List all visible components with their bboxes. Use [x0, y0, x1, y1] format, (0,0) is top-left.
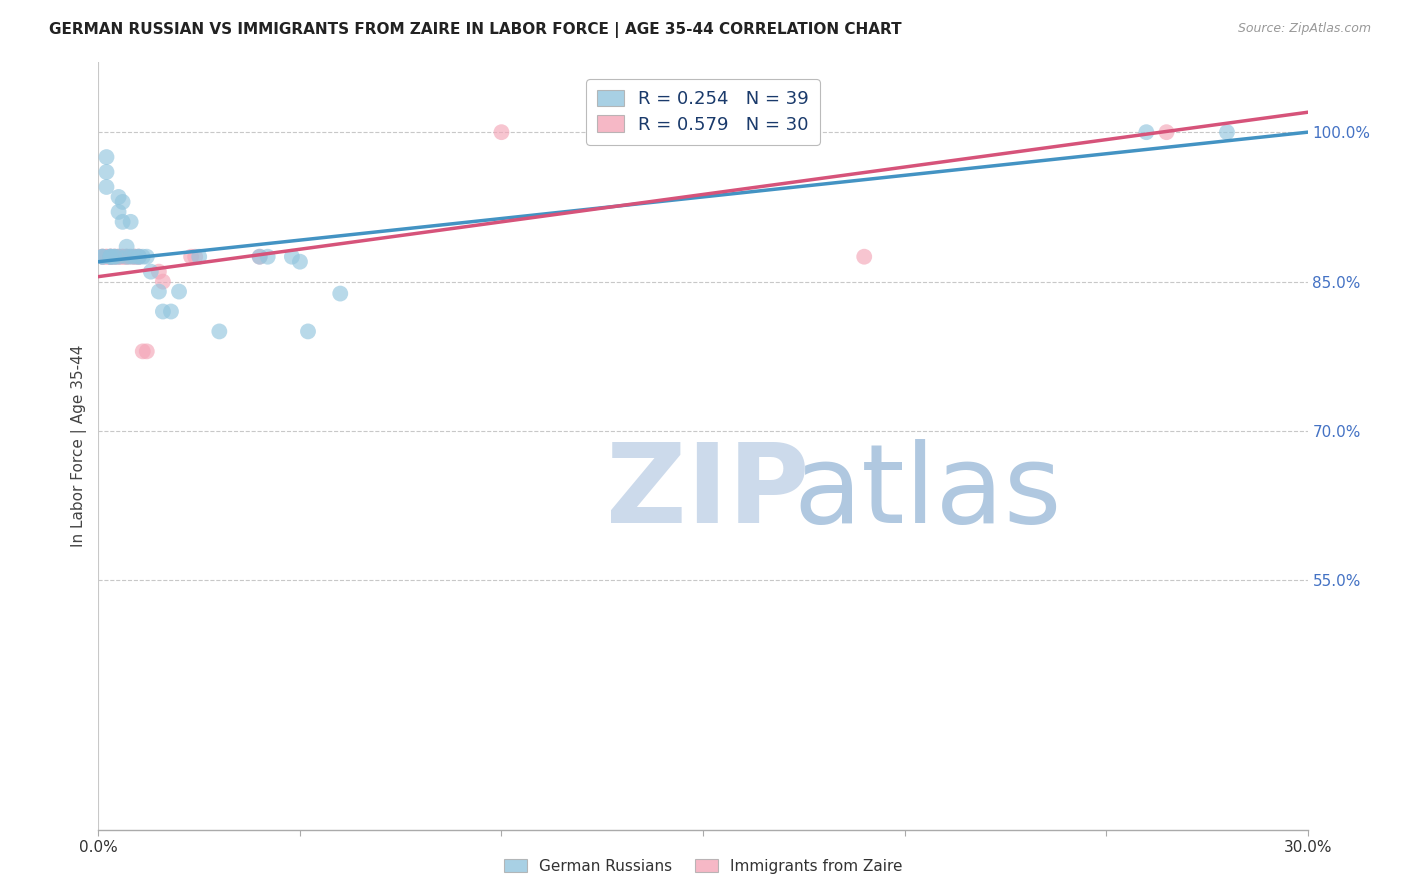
Point: [111, 250, 134, 264]
Point: [91, 250, 114, 264]
Point: [100, 250, 122, 264]
Point: [111, 215, 134, 229]
Point: [256, 250, 278, 264]
Point: [135, 250, 157, 264]
Point: [120, 250, 142, 264]
Point: [96, 250, 118, 264]
Point: [139, 265, 162, 279]
Legend: R = 0.254   N = 39, R = 0.579   N = 30: R = 0.254 N = 39, R = 0.579 N = 30: [586, 79, 820, 145]
Text: atlas: atlas: [793, 439, 1062, 546]
Point: [115, 250, 138, 264]
Point: [135, 344, 157, 359]
Point: [124, 250, 146, 264]
Point: [491, 125, 513, 139]
Point: [91, 250, 114, 264]
Point: [249, 250, 271, 264]
Text: Source: ZipAtlas.com: Source: ZipAtlas.com: [1237, 22, 1371, 36]
Point: [103, 250, 125, 264]
Point: [208, 325, 231, 339]
Point: [152, 275, 174, 289]
Point: [128, 250, 150, 264]
Point: [160, 304, 183, 318]
Point: [128, 250, 150, 264]
Point: [107, 190, 129, 204]
Point: [100, 250, 122, 264]
Point: [128, 250, 150, 264]
Point: [329, 286, 352, 301]
Point: [96, 250, 118, 264]
Point: [281, 250, 304, 264]
Y-axis label: In Labor Force | Age 35-44: In Labor Force | Age 35-44: [72, 345, 87, 547]
Point: [1216, 125, 1239, 139]
Point: [96, 180, 118, 194]
Point: [103, 250, 125, 264]
Point: [96, 165, 118, 179]
Point: [188, 250, 211, 264]
Point: [111, 250, 134, 264]
Point: [107, 250, 129, 264]
Point: [167, 285, 190, 299]
Point: [124, 250, 146, 264]
Point: [297, 325, 319, 339]
Point: [111, 194, 134, 209]
Point: [148, 265, 170, 279]
Point: [120, 250, 142, 264]
Point: [91, 250, 114, 264]
Point: [96, 150, 118, 164]
Point: [853, 250, 876, 264]
Point: [100, 250, 122, 264]
Point: [184, 250, 207, 264]
Point: [107, 250, 129, 264]
Point: [91, 250, 114, 264]
Point: [115, 240, 138, 254]
Point: [107, 205, 129, 219]
Point: [115, 250, 138, 264]
Text: ZIP: ZIP: [606, 439, 810, 546]
Point: [103, 250, 125, 264]
Point: [249, 250, 271, 264]
Point: [1156, 125, 1178, 139]
Point: [1135, 125, 1157, 139]
Legend: German Russians, Immigrants from Zaire: German Russians, Immigrants from Zaire: [498, 853, 908, 880]
Point: [148, 285, 170, 299]
Point: [120, 215, 142, 229]
Point: [103, 250, 125, 264]
Point: [152, 304, 174, 318]
Text: GERMAN RUSSIAN VS IMMIGRANTS FROM ZAIRE IN LABOR FORCE | AGE 35-44 CORRELATION C: GERMAN RUSSIAN VS IMMIGRANTS FROM ZAIRE …: [49, 22, 901, 38]
Point: [115, 250, 138, 264]
Point: [100, 250, 122, 264]
Point: [100, 250, 122, 264]
Point: [132, 250, 155, 264]
Point: [128, 250, 150, 264]
Point: [132, 344, 155, 359]
Point: [124, 250, 146, 264]
Point: [180, 250, 202, 264]
Point: [288, 254, 311, 268]
Point: [100, 250, 122, 264]
Point: [107, 250, 129, 264]
